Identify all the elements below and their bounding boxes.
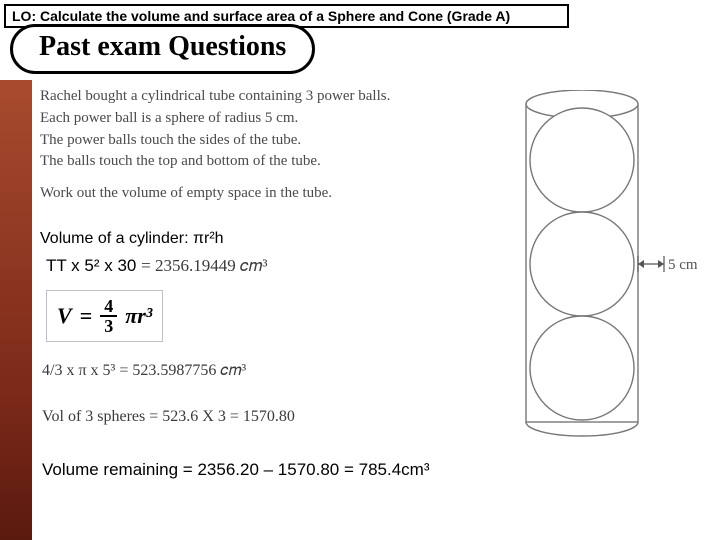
- frac-num: 4: [100, 297, 117, 317]
- ball-1: [530, 108, 634, 212]
- tube-diagram: 5 cm: [516, 90, 706, 440]
- cylinder-bottom: [526, 422, 638, 436]
- ball-3: [530, 316, 634, 420]
- equals: =: [80, 303, 93, 329]
- arrow-left: [638, 260, 644, 268]
- fraction: 4 3: [100, 297, 117, 335]
- q-line-3: The power balls touch the sides of the t…: [40, 130, 390, 152]
- q-line-1: Rachel bought a cylindrical tube contain…: [40, 86, 390, 108]
- sphere-pir3: πr³: [125, 303, 152, 329]
- q-line-4: The balls touch the top and bottom of th…: [40, 151, 390, 173]
- answer: Volume remaining = 2356.20 – 1570.80 = 7…: [42, 460, 430, 480]
- arrow-right: [658, 260, 664, 268]
- sphere-formula: V = 4 3 πr³: [46, 290, 163, 342]
- cylinder-formula: Volume of a cylinder: πr²h: [40, 230, 224, 248]
- three-spheres-calc: Vol of 3 spheres = 523.6 X 3 = 1570.80: [42, 408, 295, 426]
- calc1-result: = 2356.19449 𝑐𝑚³: [141, 256, 267, 275]
- cylinder-calc: TT x 5² x 30 = 2356.19449 𝑐𝑚³: [46, 256, 267, 276]
- calc1-input: TT x 5² x 30: [46, 256, 141, 275]
- question-text: Rachel bought a cylindrical tube contain…: [40, 86, 390, 205]
- sphere-V: V: [57, 303, 72, 329]
- q-line-2: Each power ball is a sphere of radius 5 …: [40, 108, 390, 130]
- q-line-5: Work out the volume of empty space in th…: [40, 183, 390, 205]
- page-title: Past exam Questions: [10, 24, 315, 74]
- sphere-calc: 4/3 x π x 5³ = 523.5987756 𝑐𝑚³: [42, 362, 246, 380]
- side-accent: [0, 80, 32, 540]
- ball-2: [530, 212, 634, 316]
- radius-label: 5 cm: [668, 257, 698, 273]
- frac-den: 3: [100, 317, 117, 335]
